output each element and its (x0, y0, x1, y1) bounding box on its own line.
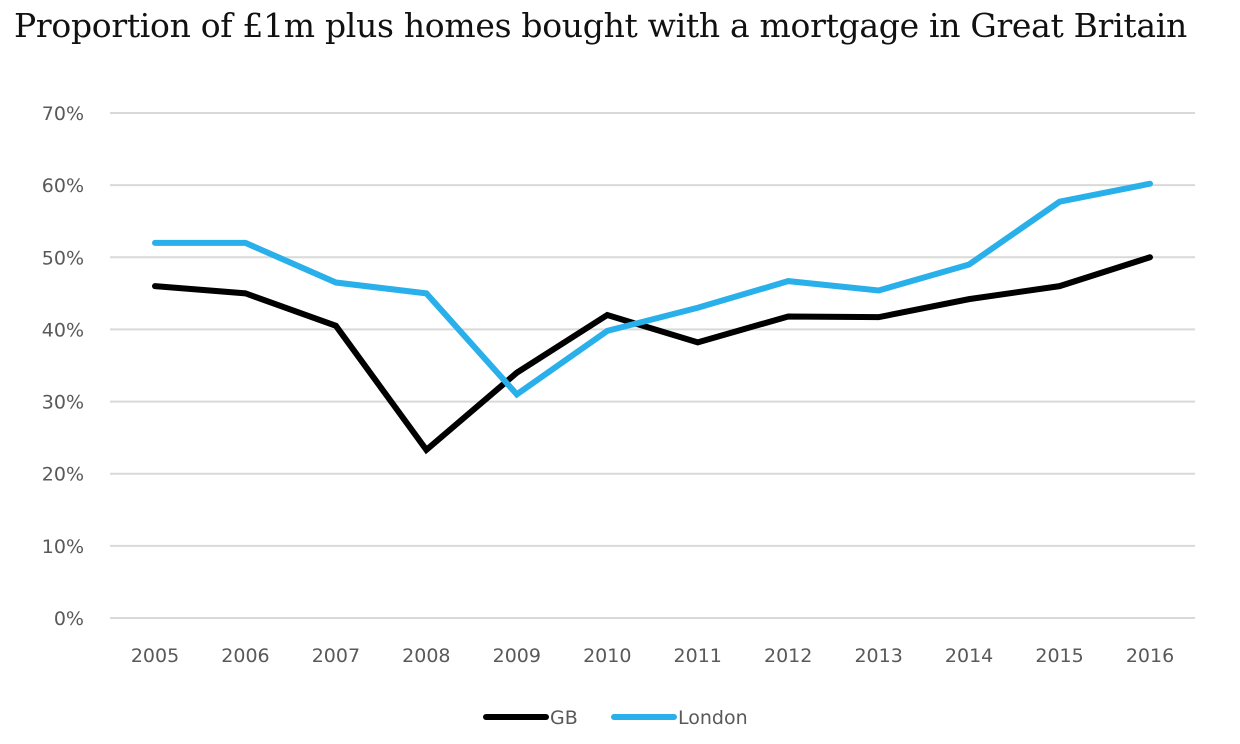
series-line-gb (152, 254, 1153, 455)
chart-title: Proportion of £1m plus homes bought with… (14, 6, 1187, 45)
x-tick-label: 2005 (131, 645, 179, 667)
x-tick-label: 2009 (493, 645, 541, 667)
x-tick-label: 2013 (854, 645, 902, 667)
y-tick-label: 50% (42, 247, 84, 269)
y-tick-label: 10% (42, 536, 84, 558)
x-tick-label: 2006 (221, 645, 269, 667)
y-tick-label: 70% (42, 103, 84, 125)
legend-item-gb: GB (483, 707, 578, 729)
x-tick-label: 2011 (674, 645, 722, 667)
series-lines (152, 180, 1153, 455)
legend: GB London (483, 707, 748, 729)
x-tick-label: 2007 (312, 645, 360, 667)
x-tick-label: 2016 (1126, 645, 1174, 667)
gridlines (110, 112, 1195, 619)
legend-label: London (678, 707, 748, 729)
legend-item-london: London (611, 707, 748, 729)
x-axis-ticks: 2005 2006 2007 2008 2009 2010 2011 2012 2013 2014… (131, 645, 1174, 667)
series-line-london (152, 180, 1153, 399)
y-tick-label: 20% (42, 464, 84, 486)
x-tick-label: 2010 (583, 645, 631, 667)
y-tick-label: 40% (42, 319, 84, 341)
x-tick-label: 2014 (945, 645, 993, 667)
y-tick-label: 60% (42, 175, 84, 197)
y-tick-label: 30% (42, 392, 84, 414)
y-axis-ticks: 0% 10% 20% 30% 40% 50% 60% 70% (42, 103, 84, 630)
legend-label: GB (550, 707, 578, 729)
x-tick-label: 2012 (764, 645, 812, 667)
y-tick-label: 0% (54, 608, 84, 630)
x-tick-label: 2015 (1035, 645, 1083, 667)
x-tick-label: 2008 (402, 645, 450, 667)
